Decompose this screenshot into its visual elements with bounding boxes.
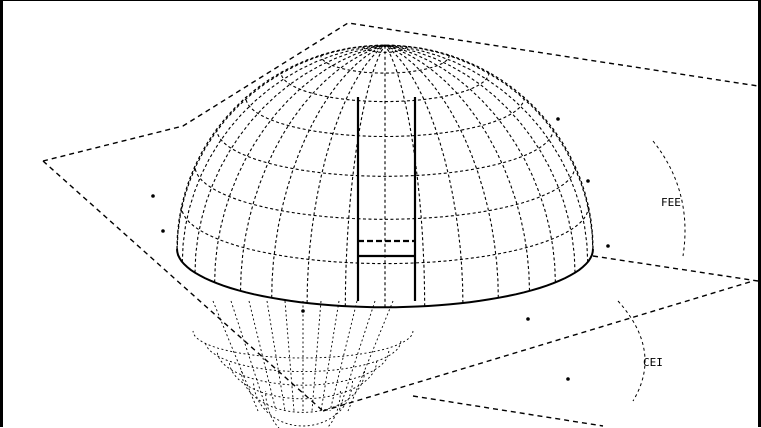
tick-dots bbox=[151, 117, 610, 381]
latitude-ring bbox=[180, 206, 590, 265]
right-plane-edge bbox=[592, 255, 759, 282]
sphere-grid-diagram: FEE CEI bbox=[42, 22, 759, 428]
meridian-line bbox=[384, 44, 464, 304]
meridian-line bbox=[384, 44, 576, 273]
tick-dot bbox=[606, 244, 610, 248]
lower-meridian bbox=[212, 300, 259, 412]
tick-dot bbox=[556, 117, 560, 121]
lower-ring bbox=[253, 380, 353, 427]
lower-meridian bbox=[347, 300, 394, 412]
lower-meridian bbox=[266, 300, 286, 412]
lower-plane-edge bbox=[322, 280, 754, 412]
tick-dot bbox=[301, 309, 305, 313]
lower-meridian bbox=[248, 300, 277, 412]
meridian-line bbox=[384, 44, 556, 283]
lower-meridian bbox=[284, 300, 295, 412]
meridian-line bbox=[214, 44, 386, 283]
lower-ring bbox=[228, 360, 378, 400]
upper-plane-edge bbox=[42, 22, 759, 162]
lower-meridian bbox=[230, 300, 268, 412]
sphere-silhouette bbox=[176, 44, 594, 250]
meridian-line bbox=[239, 44, 386, 291]
latitude-ring bbox=[216, 129, 554, 177]
plane-outlines bbox=[42, 22, 759, 427]
label-lower-right: CEI bbox=[643, 356, 663, 369]
meridian-line bbox=[384, 44, 589, 263]
lower-ring bbox=[240, 370, 366, 413]
lower-meridian bbox=[338, 300, 376, 412]
latitude-ring bbox=[194, 166, 576, 220]
meridian-line bbox=[271, 44, 386, 298]
equator-line bbox=[176, 248, 594, 309]
meridian-line bbox=[384, 44, 594, 252]
upper-hemisphere-grid bbox=[176, 44, 594, 308]
meridian-line bbox=[181, 44, 386, 263]
tick-dot bbox=[161, 229, 165, 233]
label-upper-right: FEE bbox=[661, 196, 681, 209]
tick-dot bbox=[586, 179, 590, 183]
meridian-line bbox=[384, 44, 499, 298]
equator-front bbox=[176, 248, 594, 309]
lower-ring bbox=[216, 350, 390, 386]
tick-dot bbox=[526, 317, 530, 321]
meridian-line bbox=[194, 44, 386, 273]
upper-right-arc bbox=[652, 140, 686, 257]
lower-hemisphere-grid bbox=[192, 300, 414, 428]
lower-meridian bbox=[311, 300, 322, 412]
tick-dot bbox=[566, 377, 570, 381]
meridian-line bbox=[384, 44, 531, 291]
bottom-plane-edge bbox=[412, 395, 604, 427]
lower-meridian bbox=[329, 300, 358, 412]
lower-ring bbox=[204, 340, 402, 373]
lower-right-arc bbox=[617, 300, 646, 402]
meridian-line bbox=[176, 44, 386, 252]
lower-meridian bbox=[320, 300, 340, 412]
meridian-line bbox=[384, 44, 426, 307]
lower-ring bbox=[192, 330, 414, 359]
meridian-line bbox=[306, 44, 386, 304]
tick-dot bbox=[151, 194, 155, 198]
latitude-ring bbox=[320, 55, 450, 74]
front-meridian-lines bbox=[356, 97, 417, 301]
right-angle-arcs bbox=[617, 140, 686, 402]
